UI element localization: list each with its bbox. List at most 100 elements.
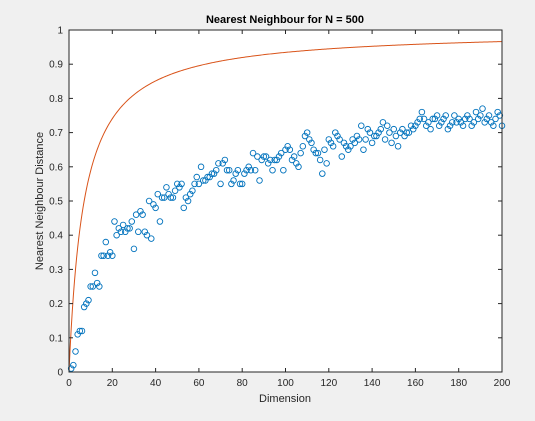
y-tick-label: 0.4 <box>49 231 63 242</box>
x-tick-label: 120 <box>320 378 337 389</box>
scatter-point <box>299 143 307 150</box>
scatter-point <box>221 156 229 164</box>
scatter-point <box>115 225 123 232</box>
scatter-point <box>429 115 436 123</box>
scatter-point <box>193 173 200 181</box>
scatter-point <box>241 170 248 177</box>
scatter-point <box>191 180 198 188</box>
scatter-point <box>210 170 218 177</box>
scatter-point <box>397 129 404 136</box>
scatter-point <box>459 122 467 130</box>
scatter-point <box>455 115 462 123</box>
scatter-point <box>494 108 501 116</box>
scatter-point <box>479 105 486 112</box>
scatter-point <box>122 228 129 236</box>
scatter-point <box>280 166 287 174</box>
scatter-point <box>262 153 270 160</box>
x-axis-label: Dimension <box>259 393 311 405</box>
scatter-point <box>314 149 322 157</box>
scatter-point <box>182 194 190 201</box>
scatter-point <box>111 218 118 225</box>
scatter-point <box>232 170 239 177</box>
scatter-point <box>267 156 274 164</box>
scatter-point <box>297 149 304 157</box>
scatter-point <box>312 149 320 157</box>
scatter-point <box>219 160 226 167</box>
scatter-point <box>483 115 491 123</box>
scatter-point <box>325 136 333 143</box>
scatter-point <box>319 170 326 177</box>
scatter-point <box>243 166 250 174</box>
scatter-point <box>80 303 88 311</box>
scatter-point <box>184 197 192 205</box>
scatter-point <box>377 125 385 133</box>
y-tick-label: 0 <box>57 368 63 379</box>
scatter-point <box>236 180 244 188</box>
scatter-point <box>284 143 291 150</box>
scatter-point <box>106 249 114 256</box>
scatter-point <box>418 108 426 116</box>
scatter-point <box>490 122 497 130</box>
x-tick-label: 100 <box>277 378 294 389</box>
scatter-point <box>301 132 309 140</box>
axes-background <box>69 30 502 372</box>
scatter-point <box>167 194 174 201</box>
scatter-point <box>440 115 447 123</box>
scatter-point <box>407 122 415 130</box>
scatter-point <box>87 283 94 290</box>
x-tick-label: 60 <box>193 378 205 389</box>
scatter-point <box>119 221 127 229</box>
scatter-point <box>130 245 138 253</box>
scatter-point <box>223 166 231 174</box>
scatter-point <box>409 125 417 133</box>
scatter-point <box>353 132 361 140</box>
scatter-point <box>215 160 222 167</box>
scatter-point <box>173 180 181 188</box>
scatter-point <box>485 112 493 119</box>
scatter-point <box>269 166 276 174</box>
scatter-point <box>342 143 350 150</box>
scatter-point <box>332 129 339 136</box>
scatter-point <box>390 125 398 133</box>
scatter-point <box>78 327 86 335</box>
scatter-point <box>414 119 421 126</box>
scatter-point <box>186 190 194 198</box>
scatter-point <box>368 139 376 147</box>
scatter-point <box>83 300 90 307</box>
scatter-point <box>85 296 92 304</box>
x-tick-label: 160 <box>407 378 424 389</box>
x-tick-label: 0 <box>66 378 72 389</box>
scatter-point <box>470 119 478 126</box>
scatter-point <box>277 149 285 157</box>
scatter-point <box>444 125 452 133</box>
scatter-point <box>340 139 348 147</box>
scatter-point <box>150 201 157 208</box>
scatter-point <box>358 122 365 130</box>
scatter-point <box>212 166 220 174</box>
scatter-point <box>295 163 302 171</box>
scatter-point <box>282 146 289 153</box>
x-tick-label: 40 <box>150 378 162 389</box>
scatter-point <box>148 235 155 242</box>
scatter-point <box>386 129 393 136</box>
scatter-point <box>362 136 369 143</box>
scatter-point <box>321 146 328 153</box>
scatter-point <box>481 119 488 126</box>
scatter-point <box>137 208 144 215</box>
scatter-point <box>403 129 410 136</box>
scatter-point <box>349 136 356 143</box>
chart-title: Nearest Neighbour for N = 500 <box>206 14 364 26</box>
scatter-point <box>128 218 136 225</box>
scatter-point <box>487 119 495 126</box>
scatter-point <box>180 204 187 212</box>
scatter-point <box>375 129 382 136</box>
scatter-point <box>273 156 281 164</box>
scatter-point <box>405 129 413 136</box>
scatter-point <box>461 115 469 123</box>
y-tick-label: 0.2 <box>49 299 63 310</box>
scatter-point <box>254 153 261 160</box>
scatter-point <box>323 160 330 167</box>
scatter-point <box>132 211 140 218</box>
scatter-point <box>113 231 120 239</box>
scatter-point <box>169 194 177 201</box>
